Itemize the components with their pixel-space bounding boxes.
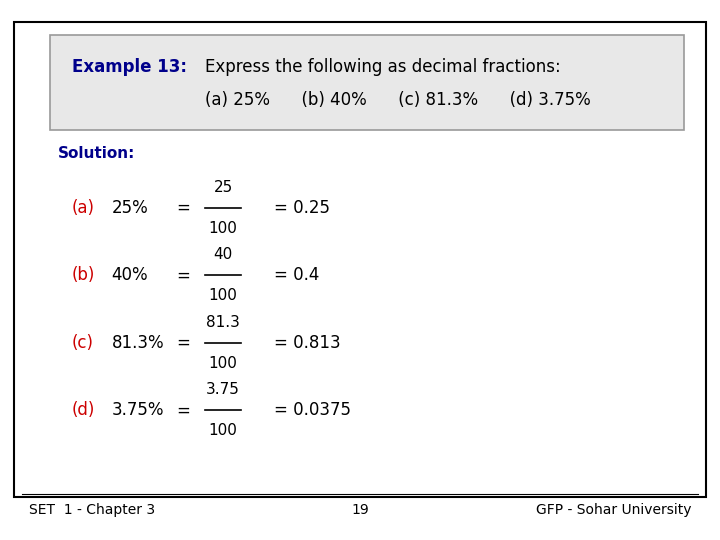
- Text: (a) 25%      (b) 40%      (c) 81.3%      (d) 3.75%: (a) 25% (b) 40% (c) 81.3% (d) 3.75%: [205, 91, 591, 109]
- Text: 100: 100: [209, 423, 238, 438]
- Text: Example 13:: Example 13:: [72, 58, 187, 77]
- Text: 25%: 25%: [112, 199, 148, 217]
- Text: =: =: [176, 199, 190, 217]
- Text: = 0.25: = 0.25: [274, 199, 330, 217]
- Text: 19: 19: [351, 503, 369, 517]
- Text: (a): (a): [72, 199, 95, 217]
- Text: 100: 100: [209, 288, 238, 303]
- Text: 25: 25: [214, 180, 233, 195]
- Text: =: =: [176, 266, 190, 285]
- Text: = 0.4: = 0.4: [274, 266, 319, 285]
- Text: GFP - Sohar University: GFP - Sohar University: [536, 503, 691, 517]
- Text: 81.3: 81.3: [206, 315, 240, 330]
- FancyBboxPatch shape: [50, 35, 684, 130]
- Text: =: =: [176, 334, 190, 352]
- Text: 3.75: 3.75: [206, 382, 240, 397]
- Text: = 0.0375: = 0.0375: [274, 401, 351, 420]
- Text: Solution:: Solution:: [58, 146, 135, 161]
- Text: 40: 40: [214, 247, 233, 262]
- Text: Express the following as decimal fractions:: Express the following as decimal fractio…: [205, 58, 561, 77]
- Text: 100: 100: [209, 356, 238, 371]
- Text: 40%: 40%: [112, 266, 148, 285]
- Text: =: =: [176, 401, 190, 420]
- Text: (c): (c): [72, 334, 94, 352]
- Text: (d): (d): [72, 401, 95, 420]
- Text: 3.75%: 3.75%: [112, 401, 164, 420]
- Text: (b): (b): [72, 266, 95, 285]
- Text: 100: 100: [209, 221, 238, 236]
- Text: SET  1 - Chapter 3: SET 1 - Chapter 3: [29, 503, 155, 517]
- Text: 81.3%: 81.3%: [112, 334, 164, 352]
- Text: = 0.813: = 0.813: [274, 334, 341, 352]
- FancyBboxPatch shape: [14, 22, 706, 497]
